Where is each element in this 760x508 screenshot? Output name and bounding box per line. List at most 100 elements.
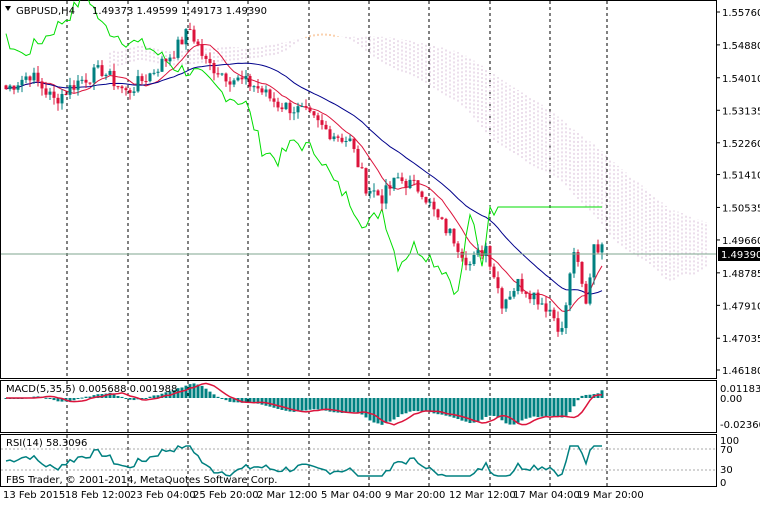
candle-body-116 [468, 264, 472, 266]
macd-bar-125 [504, 398, 508, 424]
macd-bar-50 [204, 388, 208, 398]
macd-label: MACD(5,35,5) 0.005688 0.001988 [6, 384, 177, 395]
candle-body-137 [552, 309, 556, 319]
candle-body-107 [432, 201, 436, 210]
macd-bar-142 [572, 398, 576, 407]
candle-body-131 [528, 293, 532, 300]
macd-bar-47 [192, 383, 196, 398]
candle-body-149 [600, 244, 604, 253]
macd-bar-57 [232, 398, 236, 403]
candle-body-33 [136, 76, 140, 92]
time-tick-label-2: 23 Feb 04:00 [130, 490, 196, 501]
candle-body-112 [452, 228, 456, 244]
macd-bar-63 [256, 398, 260, 404]
macd-bar-61 [248, 398, 252, 403]
candle-body-80 [324, 124, 328, 130]
macd-bar-94 [380, 398, 384, 425]
candle-body-43 [176, 39, 180, 58]
candle-body-55 [224, 73, 228, 82]
ohlc-label: 1.49373 1.49599 1.49173 1.49390 [92, 6, 267, 17]
macd-bar-106 [428, 398, 432, 413]
ichimoku-cloud [109, 33, 707, 281]
macd-bar-144 [580, 395, 584, 398]
macd-bar-28 [116, 395, 120, 398]
candle-body-135 [544, 303, 548, 312]
macd-bar-12 [52, 398, 56, 401]
macd-bar-26 [108, 392, 112, 398]
macd-bar-74 [300, 398, 304, 411]
candle-body-7 [32, 72, 36, 81]
candle-body-79 [320, 120, 324, 125]
macd-bar-30 [124, 398, 128, 399]
rsi-tick-30: 30 [720, 465, 733, 476]
candle-body-99 [400, 177, 404, 181]
candle-body-142 [572, 252, 576, 274]
macd-tick-0: 0.011833 [720, 384, 760, 395]
macd-bar-34 [140, 398, 144, 399]
macd-bar-105 [424, 398, 428, 412]
macd-bar-19 [80, 397, 84, 399]
macd-bar-43 [176, 388, 180, 398]
candle-body-11 [48, 91, 52, 95]
candle-body-5 [24, 76, 28, 80]
macd-bar-96 [388, 398, 392, 422]
price-tick-label-10: 1.47035 [722, 334, 760, 345]
price-axis: 1.55760 1.54880 1.54010 1.53135 1.52260 1.514… [716, 8, 760, 377]
candle-body-56 [228, 81, 232, 85]
candle-body-147 [592, 244, 596, 278]
time-tick-label-1: 18 Feb 12:00 [65, 490, 131, 501]
time-tick-label-7: 12 Mar 12:00 [449, 490, 516, 501]
macd-bar-98 [396, 398, 400, 418]
candle-body-18 [76, 80, 80, 90]
macd-bar-114 [460, 398, 464, 421]
rsi-path [5, 445, 602, 477]
candle-body-78 [316, 115, 320, 121]
price-tick-label-5: 1.51410 [722, 171, 760, 182]
macd-bar-35 [144, 398, 148, 399]
macd-bar-118 [476, 398, 480, 422]
macd-bar-11 [48, 398, 52, 399]
candle-body-123 [496, 277, 500, 289]
candle-body-32 [132, 91, 136, 93]
macd-bar-102 [412, 398, 416, 411]
macd-bar-132 [532, 398, 536, 417]
macd-bar-115 [464, 398, 468, 422]
candle-body-47 [192, 29, 196, 42]
candle-body-63 [256, 86, 260, 89]
candle-body-92 [372, 190, 376, 192]
candle-body-91 [368, 191, 372, 194]
macd-bar-45 [184, 385, 188, 398]
candle-body-103 [416, 180, 420, 192]
symbol-label: GBPUSD,H4 [16, 6, 75, 17]
price-panel-frame [0, 0, 717, 379]
macd-bar-17 [72, 398, 76, 401]
candle-body-114 [460, 251, 464, 258]
macd-bar-126 [508, 398, 512, 425]
candle-body-49 [200, 44, 204, 56]
macd-bar-122 [492, 398, 496, 417]
candle-body-143 [576, 252, 580, 262]
candle-body-77 [312, 111, 316, 116]
rsi-tick-70: 70 [720, 445, 733, 456]
candle-body-97 [392, 177, 396, 189]
macd-bar-71 [288, 398, 292, 412]
macd-bar-117 [472, 398, 476, 423]
candle-body-28 [116, 86, 120, 88]
candle-body-2 [12, 85, 16, 90]
candle-body-12 [52, 91, 56, 98]
collapse-triangle-icon[interactable] [5, 6, 11, 11]
candle-body-71 [288, 102, 292, 114]
candle-body-46 [188, 29, 192, 31]
candle-body-24 [100, 65, 104, 76]
candle-body-74 [300, 106, 304, 108]
candle-body-106 [428, 201, 432, 203]
macd-bar-135 [544, 398, 548, 417]
macd-bar-70 [284, 398, 288, 411]
macd-bar-79 [320, 398, 324, 411]
candle-body-35 [144, 81, 148, 83]
candle-body-75 [304, 106, 308, 108]
time-tick-label-4: 2 Mar 12:00 [257, 490, 317, 501]
candle-body-81 [328, 129, 332, 140]
macd-bar-14 [60, 398, 64, 402]
